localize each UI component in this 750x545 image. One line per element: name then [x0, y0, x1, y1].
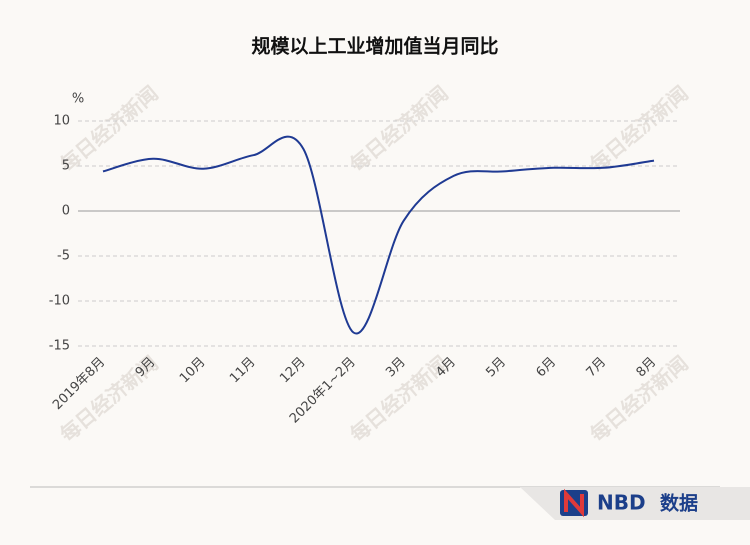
watermark: 每日经济新闻: [345, 81, 452, 177]
x-tick-label: 10月: [177, 355, 208, 386]
x-tick-label: 11月: [227, 355, 258, 386]
logo-mark: [564, 488, 584, 518]
y-tick-label: 10: [53, 114, 70, 129]
y-tick-label: 5: [62, 159, 70, 174]
logo-text: NBD: [597, 491, 646, 515]
unit-label: %: [72, 92, 84, 107]
y-tick-label: -15: [49, 339, 70, 354]
y-tick-label: -10: [49, 294, 70, 309]
x-tick-label: 3月: [383, 355, 409, 381]
logo-label: 数据: [660, 492, 698, 515]
y-tick-label: 0: [62, 204, 70, 219]
y-tick-label: -5: [57, 249, 70, 264]
x-tick-label: 7月: [584, 355, 610, 381]
line: [102, 135, 655, 335]
x-tick-label: 12月: [277, 355, 308, 386]
x-tick-label: 5月: [483, 355, 509, 381]
chart-title: 规模以上工业增加值当月同比: [251, 35, 498, 58]
x-tick-label: 6月: [533, 355, 559, 381]
